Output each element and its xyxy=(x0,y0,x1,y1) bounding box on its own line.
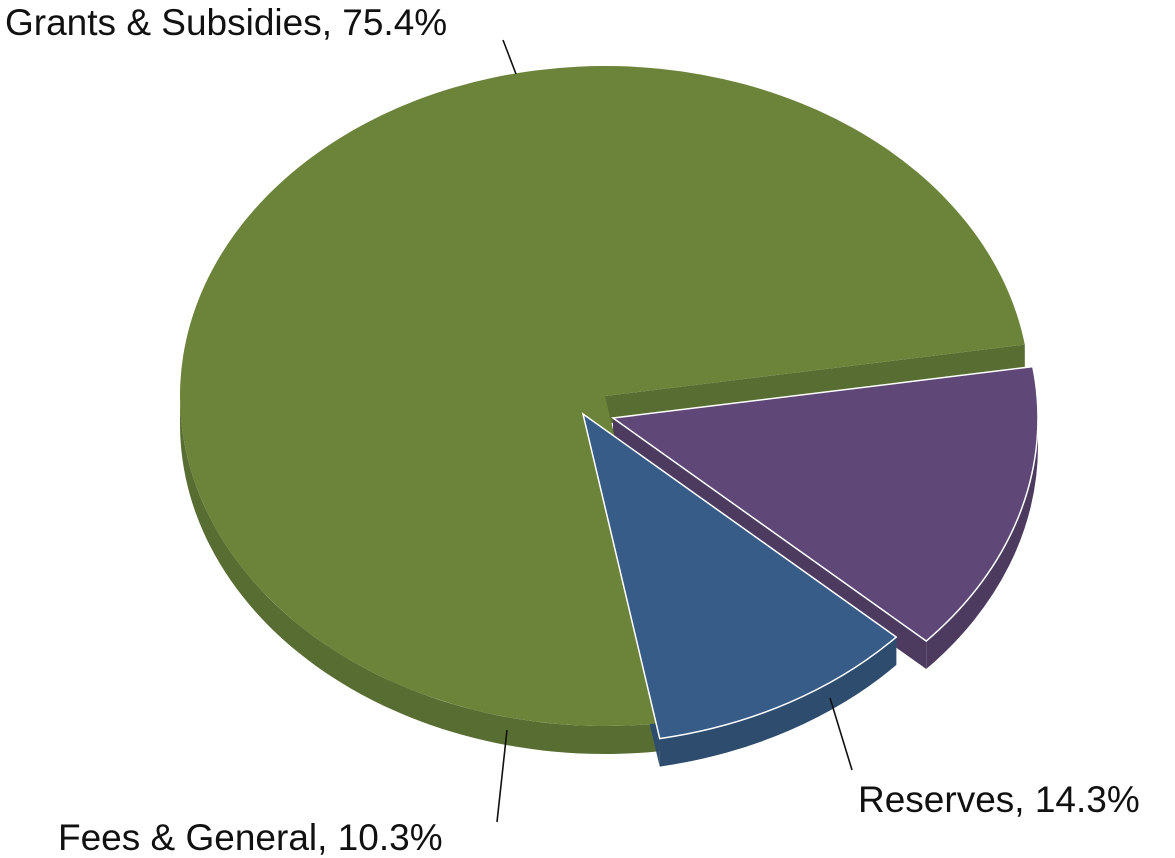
slice-fees-rim xyxy=(659,637,897,767)
slice-label-fees: Fees & General, 10.3% xyxy=(58,817,443,858)
leader-line-reserves xyxy=(829,697,853,771)
slice-label-grants: Grants & Subsidies, 75.4% xyxy=(5,2,447,43)
slice-fees xyxy=(581,412,898,740)
slice-grants xyxy=(180,66,1025,727)
slice-grants-cut-wall-1 xyxy=(605,344,1025,424)
slice-reserves xyxy=(610,365,1039,642)
label-leader-lines xyxy=(496,39,853,823)
slice-label-reserves: Reserves, 14.3% xyxy=(858,779,1140,820)
pie-top-faces xyxy=(180,66,1039,740)
leader-line-grants xyxy=(502,39,517,75)
slice-reserves-rim xyxy=(926,418,1038,670)
leader-line-fees xyxy=(496,729,508,823)
